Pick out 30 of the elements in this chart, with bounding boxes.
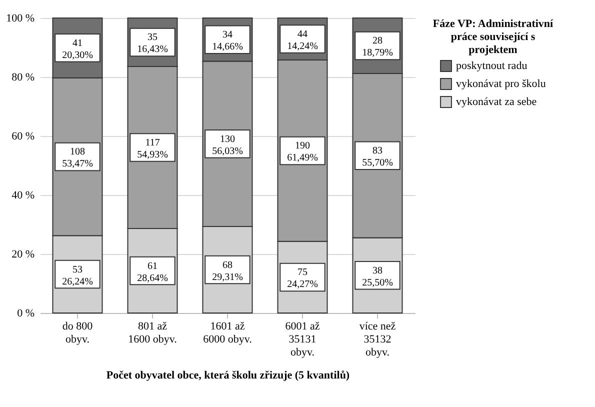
- y-tick-label: 60 %: [12, 130, 34, 142]
- y-tick-label: 40 %: [12, 190, 34, 202]
- x-axis-title: Počet obyvatel obce, která školu zřizuje (5 kvantilů): [106, 370, 350, 382]
- data-label: 68 29,31%: [212, 260, 243, 283]
- data-label: 28 18,79%: [362, 36, 393, 59]
- data-label: 34 14,66%: [212, 30, 243, 53]
- x-tick-label: do 800 obyv.: [62, 320, 94, 346]
- legend-label: vykonávat za sebe: [456, 96, 537, 108]
- legend-label: vykonávat pro školu: [456, 78, 546, 90]
- data-label: 38 25,50%: [362, 265, 393, 288]
- y-tick-label: 100 %: [6, 12, 34, 24]
- data-label: 53 26,24%: [62, 264, 93, 288]
- data-label: 61 28,64%: [137, 260, 168, 284]
- data-label: 83 55,70%: [362, 146, 393, 169]
- legend-label: poskytnout radu: [456, 60, 528, 72]
- data-label: 44 14,24%: [287, 29, 318, 52]
- x-tick-label: 1601 až 6000 obyv.: [203, 320, 252, 346]
- data-label: 108 53,47%: [62, 146, 93, 170]
- data-label: 117 54,93%: [137, 137, 168, 160]
- y-tick-label: 0 %: [17, 308, 34, 320]
- data-label: 35 16,43%: [137, 32, 168, 56]
- y-tick-label: 80 %: [12, 72, 34, 84]
- x-tick-label: více než 35132 obyv.: [359, 320, 396, 358]
- data-label: 41 20,30%: [62, 38, 93, 61]
- x-tick-label: 801 až 1600 obyv.: [128, 320, 178, 346]
- data-label: 190 61,49%: [287, 140, 318, 164]
- y-tick-label: 20 %: [12, 248, 34, 260]
- x-tick-label: 6001 až 35131 obyv.: [285, 320, 320, 358]
- data-label: 130 56,03%: [212, 134, 243, 157]
- data-label: 75 24,27%: [287, 267, 318, 290]
